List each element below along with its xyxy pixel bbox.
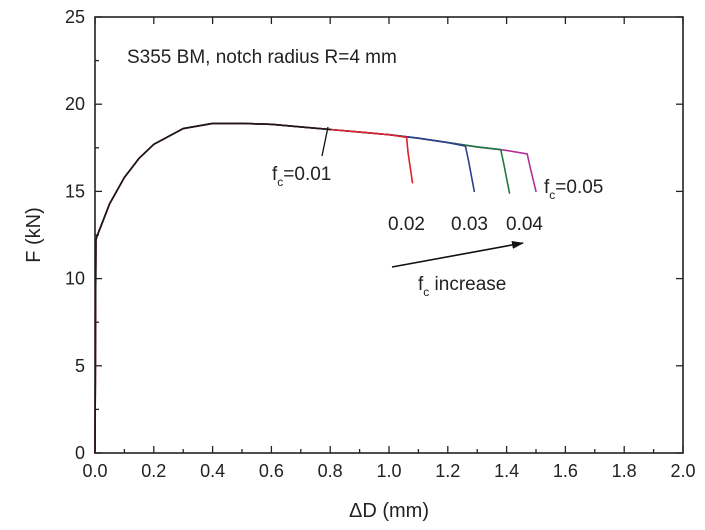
annotation-0.02: 0.02 bbox=[388, 214, 425, 235]
y-tick-label: 20 bbox=[65, 94, 85, 114]
y-tick-label: 25 bbox=[65, 7, 85, 27]
x-tick-label: 0.4 bbox=[200, 461, 225, 481]
series-group bbox=[94, 122, 537, 454]
x-tick-label: 1.2 bbox=[435, 461, 460, 481]
x-tick-label: 0.2 bbox=[141, 461, 166, 481]
x-tick-label: 1.4 bbox=[494, 461, 519, 481]
x-tick-label: 2.0 bbox=[670, 461, 695, 481]
series-line-fc-0.02 bbox=[94, 122, 414, 454]
y-axis-ticks: 0 5 10 15 20 25 bbox=[65, 7, 683, 463]
chart-title: S355 BM, notch radius R=4 mm bbox=[127, 47, 397, 68]
x-tick-label: 1.6 bbox=[553, 461, 578, 481]
y-axis-label: F (kN) bbox=[23, 207, 45, 263]
annotation-fc-increase: fc increase bbox=[418, 274, 506, 299]
x-tick-label: 0.6 bbox=[259, 461, 284, 481]
x-tick-label: 1.0 bbox=[376, 461, 401, 481]
x-tick-label: 0.8 bbox=[318, 461, 343, 481]
x-axis-label: ΔD (mm) bbox=[349, 500, 429, 522]
fc-increase-arrow bbox=[391, 241, 524, 268]
y-tick-label: 10 bbox=[65, 269, 85, 289]
annotation-fc-0.05: fc=0.05 bbox=[544, 177, 603, 202]
series-line-fc-0.01 bbox=[94, 122, 331, 454]
plot-frame bbox=[94, 16, 684, 454]
annotation-fc-0.01: fc=0.01 bbox=[272, 164, 331, 189]
x-tick-label: 1.8 bbox=[612, 461, 637, 481]
y-tick-label: 5 bbox=[75, 356, 85, 376]
x-axis-ticks: 0.0 0.2 0.4 0.6 0.8 1.0 1.2 1.4 1.6 1.8 2.0 bbox=[82, 17, 696, 481]
annotation-0.04: 0.04 bbox=[506, 214, 543, 235]
x-tick-label: 0.0 bbox=[82, 461, 107, 481]
y-tick-label: 0 bbox=[75, 443, 85, 463]
y-tick-label: 15 bbox=[65, 181, 85, 201]
fc01-leader-line bbox=[321, 126, 329, 157]
annotation-0.03: 0.03 bbox=[451, 214, 488, 235]
